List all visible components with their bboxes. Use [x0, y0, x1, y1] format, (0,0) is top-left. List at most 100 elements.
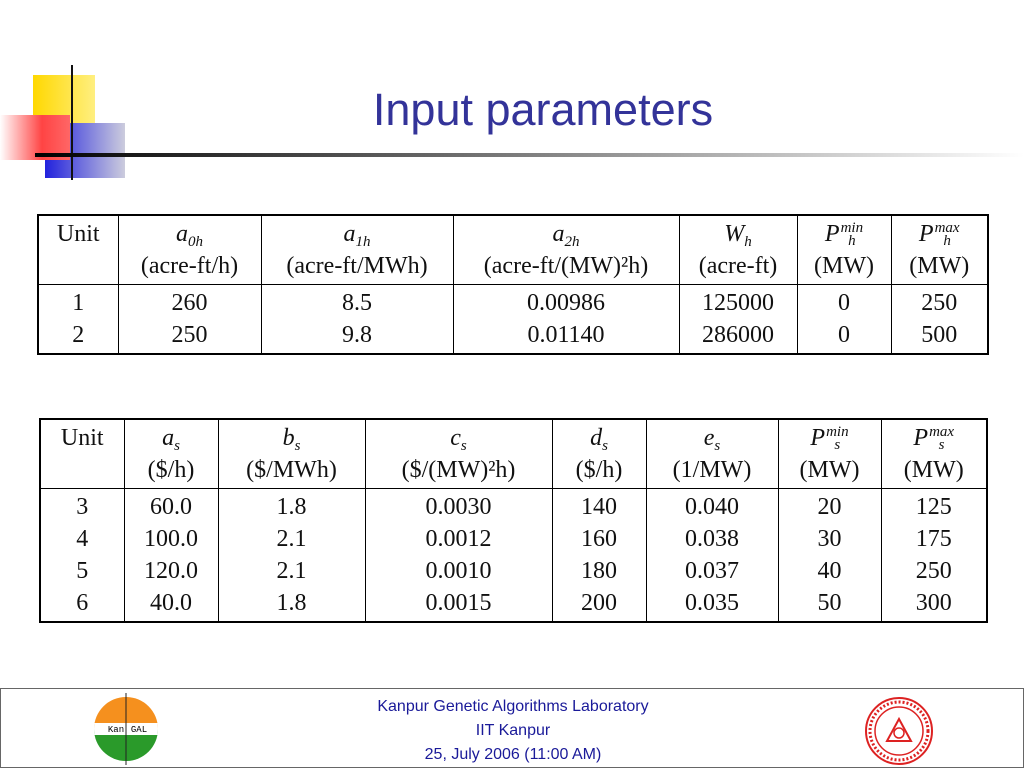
table-row: 3 60.0 1.8 0.0030 140 0.040 20 125 [39, 488, 987, 523]
header-unit: ($/MWh) [246, 457, 337, 483]
header-sub: 2h [564, 234, 580, 250]
header-symbol: P [918, 221, 934, 247]
table-cell: 20 [777, 488, 881, 523]
header-symbol-line: es [647, 422, 778, 454]
table-cell: 250 [117, 319, 261, 354]
header-sub: s [938, 437, 945, 454]
table-cell: 0 [796, 319, 891, 354]
table-cell: 0 [796, 284, 891, 319]
header-symbol: d [590, 425, 603, 451]
header-symbol: e [703, 425, 715, 451]
header-cell: a0h (acre-ft/h) [117, 215, 261, 285]
table-cell: 60.0 [123, 488, 218, 523]
table-cell: 300 [880, 587, 987, 622]
table-cell: 180 [551, 555, 646, 587]
table-cell: 4 [39, 523, 124, 555]
table-cell: 2.1 [217, 555, 365, 587]
table-cell: 2.1 [217, 523, 365, 555]
header-symbol-line: as [125, 422, 218, 454]
table-cell: 250 [890, 284, 988, 319]
table-cell: 0.0010 [364, 555, 552, 587]
table-body: 1 260 8.5 0.00986 125000 0 250 2 250 9.8 0.01140 28… [37, 284, 988, 354]
header-symbol: a [162, 425, 175, 451]
table-row: 5 120.0 2.1 0.0010 180 0.037 40 250 [39, 555, 987, 587]
header-sub: s [460, 438, 467, 454]
header-symbol: P [810, 425, 826, 451]
header-symbol: c [450, 425, 461, 451]
header-unit: (acre-ft/MWh) [286, 253, 428, 279]
header-unit: (acre-ft/h) [140, 253, 239, 279]
header-unit: (MW) [909, 253, 970, 279]
header-sub: s [294, 438, 301, 454]
table-cell: 0.040 [645, 488, 778, 523]
header-unit: (acre-ft/(MW)²h) [483, 253, 649, 279]
header-unit: ($/(MW)²h) [401, 457, 516, 483]
header-cell: as ($/h) [123, 419, 218, 489]
header-sub: s [174, 438, 180, 454]
header-cell: cs ($/(MW)²h) [364, 419, 552, 489]
table-cell: 40 [777, 555, 881, 587]
header-cell: Unit [39, 419, 124, 489]
table-cell: 8.5 [260, 284, 453, 319]
table-cell: 0.0012 [364, 523, 552, 555]
table-cell: 125 [880, 488, 987, 523]
header-sub: 0h [188, 234, 203, 250]
header-symbol: a [176, 221, 188, 247]
header-cell: a2h (acre-ft/(MW)²h) [452, 215, 679, 285]
header-symbol-line: Wh [680, 218, 797, 250]
header-label: Unit [60, 425, 104, 451]
table-cell: 0.0030 [364, 488, 552, 523]
header-sub: s [602, 438, 608, 454]
header-scripts: min h [841, 221, 864, 249]
table-cell: 40.0 [123, 587, 218, 622]
table-cell: 5 [39, 555, 124, 587]
table-row: 4 100.0 2.1 0.0012 160 0.038 30 175 [39, 523, 987, 555]
header-scripts: min s [826, 425, 849, 454]
header-unit: (MW) [814, 253, 874, 279]
iitk-seal [865, 697, 933, 765]
table-cell: 160 [551, 523, 646, 555]
header-row: Unit a0h (acre-ft/h) a1h (acre-ft/MWh) a2h (ac… [37, 215, 988, 285]
table-cell: 1.8 [217, 587, 365, 622]
table-cell: 286000 [678, 319, 797, 354]
logo-text: Kan [108, 725, 124, 735]
table-cell: 50 [777, 587, 881, 622]
header-sub: 1h [355, 234, 371, 250]
header-scripts: max s [929, 424, 955, 454]
header-symbol: P [913, 425, 929, 451]
table-cell: 175 [880, 523, 987, 555]
table-cell: 0.037 [645, 555, 778, 587]
header-sup: max [934, 220, 960, 237]
header-symbol-line: bs [219, 422, 365, 454]
data-table: Unit as ($/h) bs ($/MWh) cs ($/(MW)²h) ds ($/h) e… [39, 418, 988, 623]
header-unit: (MW) [799, 457, 860, 483]
header-unit: (MW) [903, 457, 964, 483]
header-sub: s [834, 437, 841, 454]
table-cell: 250 [880, 555, 987, 587]
table-cell: 2 [37, 319, 118, 354]
header-scripts: max h [934, 220, 960, 249]
slide-title: Input parameters [372, 84, 714, 135]
header-symbol-line: cs [366, 422, 552, 454]
header-row: Unit as ($/h) bs ($/MWh) cs ($/(MW)²h) ds ($/h) e… [39, 419, 987, 489]
table-head: Unit a0h (acre-ft/h) a1h (acre-ft/MWh) a2h (ac… [37, 215, 988, 285]
table-cell: 3 [39, 488, 124, 523]
footer-line: Kanpur Genetic Algorithms Laboratory [377, 698, 649, 715]
header-unit: ($/h) [575, 457, 623, 483]
header-sup: max [929, 424, 955, 441]
table-cell: 0.035 [645, 587, 778, 622]
table-cell: 6 [39, 587, 124, 622]
table-row: 6 40.0 1.8 0.0015 200 0.035 50 300 [39, 587, 987, 622]
table-head: Unit as ($/h) bs ($/MWh) cs ($/(MW)²h) ds ($/h) e… [39, 419, 987, 489]
header-unit: (acre-ft) [698, 253, 778, 279]
header-cell: bs ($/MWh) [217, 419, 365, 489]
table-row: 2 250 9.8 0.01140 286000 0 500 [37, 319, 988, 354]
